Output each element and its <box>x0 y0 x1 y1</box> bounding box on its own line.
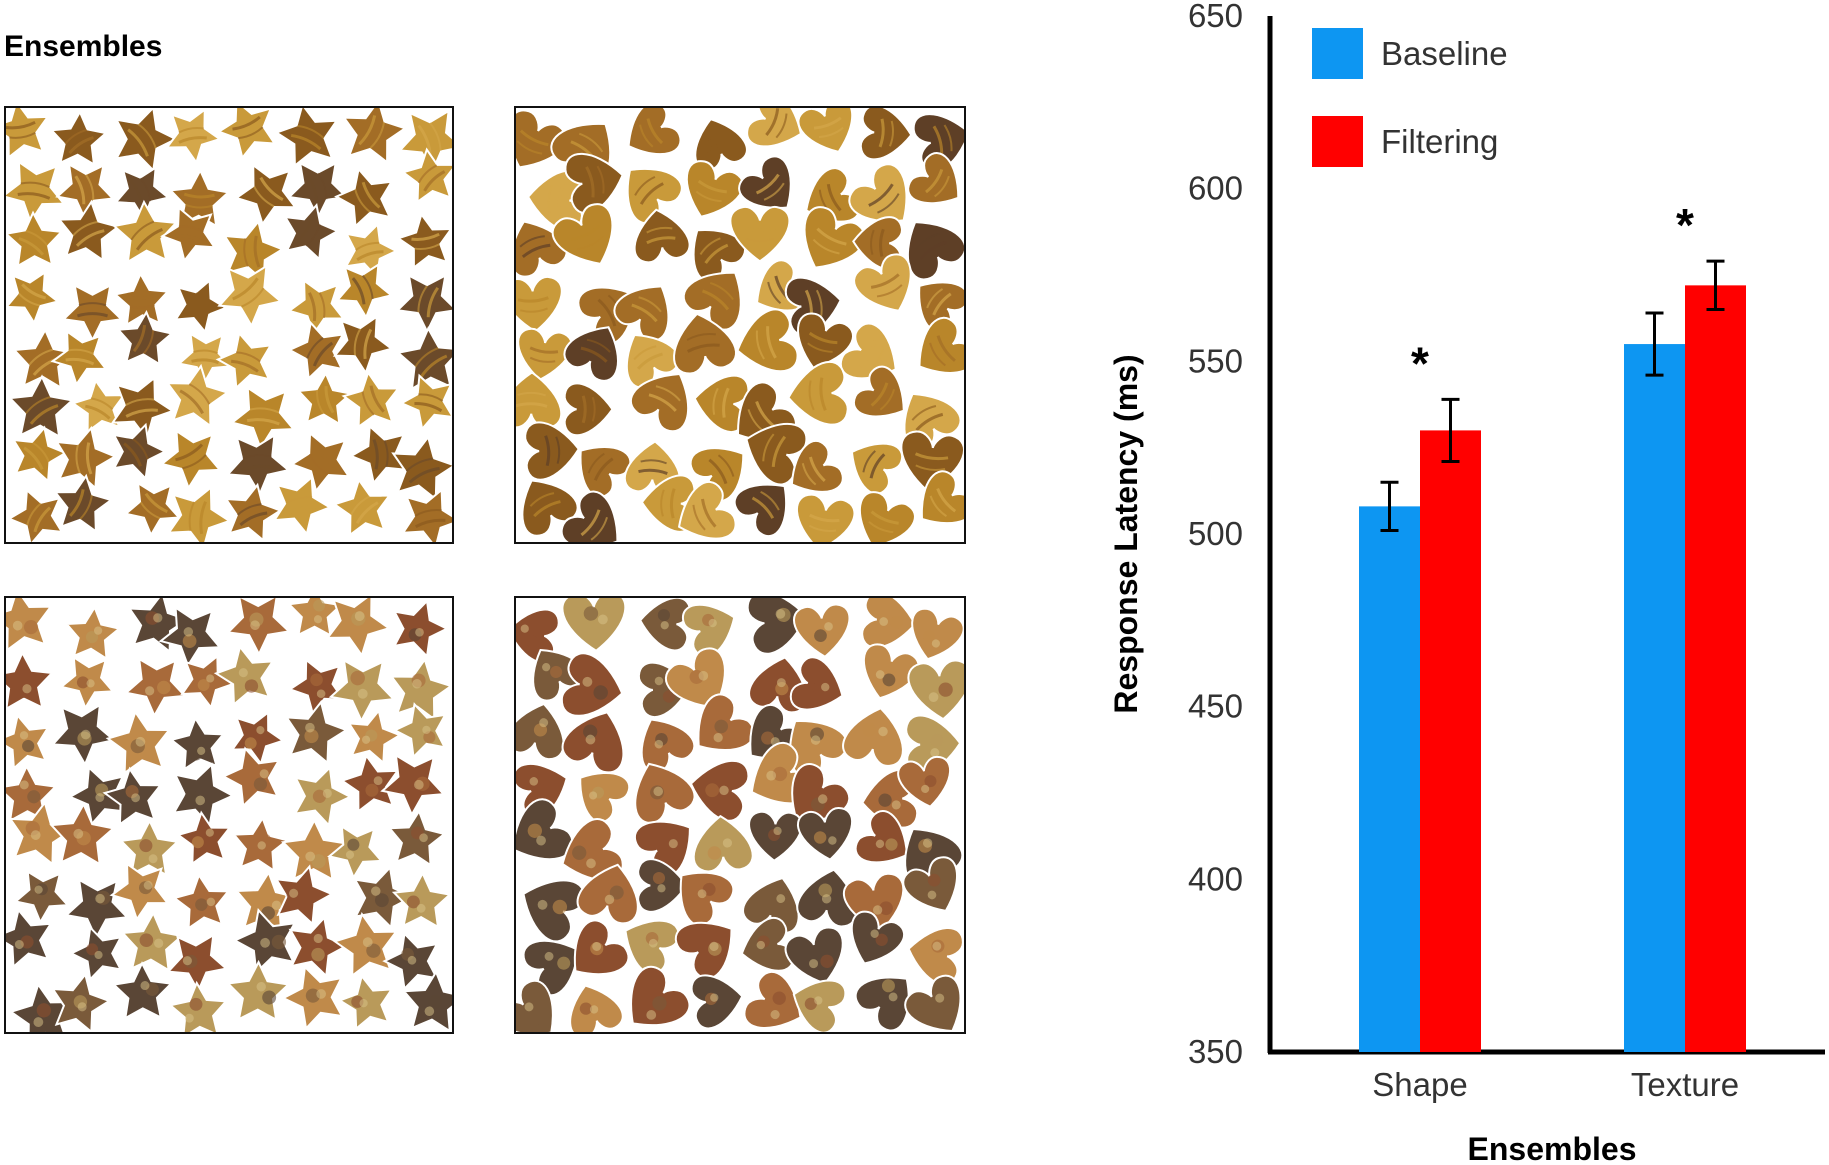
bar-filtering-texture <box>1685 285 1746 1052</box>
error-bar-filtering-texture <box>1706 259 1725 312</box>
stimulus-texture-stone <box>4 596 454 1034</box>
x-category-label: Texture <box>1631 1066 1739 1103</box>
legend-label-filtering: Filtering <box>1381 123 1498 160</box>
y-tick-label: 500 <box>1188 515 1243 552</box>
y-tick-label: 550 <box>1188 342 1243 379</box>
y-tick-label: 400 <box>1188 860 1243 897</box>
legend-label-baseline: Baseline <box>1381 35 1508 72</box>
error-bar-filtering-shape <box>1441 397 1460 463</box>
y-tick-label: 600 <box>1188 170 1243 207</box>
bar-baseline-texture <box>1624 344 1685 1053</box>
legend-swatch-filtering <box>1312 116 1363 167</box>
stimulus-shape-variant-wood <box>514 106 966 544</box>
bar-baseline-shape <box>1359 506 1420 1053</box>
significance-marker: * <box>1676 199 1694 251</box>
bar-filtering-shape <box>1420 430 1481 1052</box>
error-bar-baseline-texture <box>1645 311 1664 377</box>
stimulus-shape-wood <box>4 106 454 544</box>
y-axis-title: Response Latency (ms) <box>1108 354 1144 713</box>
panel-title: Ensembles <box>4 30 163 63</box>
x-category-label: Shape <box>1372 1066 1467 1103</box>
stimulus-texture-variant-stone <box>514 596 966 1034</box>
legend-swatch-baseline <box>1312 28 1363 79</box>
y-tick-label: 650 <box>1188 0 1243 34</box>
x-axis-title: Ensembles <box>1468 1131 1637 1165</box>
y-tick-label: 350 <box>1188 1033 1243 1070</box>
significance-marker: * <box>1411 337 1429 389</box>
y-tick-label: 450 <box>1188 688 1243 725</box>
error-bar-baseline-shape <box>1380 480 1399 533</box>
